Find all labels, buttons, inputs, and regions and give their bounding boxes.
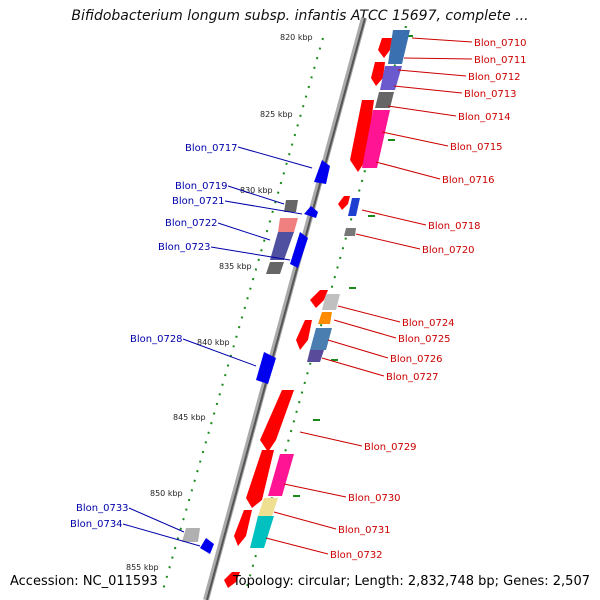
gene-label-0720: Blon_0720: [422, 245, 475, 256]
gene-block: [310, 290, 328, 308]
right-gene-labels: Blon_0710 Blon_0711 Blon_0712 Blon_0713 …: [265, 37, 527, 561]
gene-label-0718: Blon_0718: [428, 221, 481, 232]
gene-label-0732: Blon_0732: [330, 550, 383, 561]
scale-labels: 820 kbp 825 kbp 830 kbp 835 kbp 840 kbp …: [126, 33, 313, 572]
gene-label-0717: Blon_0717: [185, 143, 238, 154]
kbp-label-825: 825 kbp: [260, 110, 293, 119]
kbp-label-845: 845 kbp: [173, 413, 206, 422]
gene-label-0730: Blon_0730: [348, 493, 401, 504]
gene-label-0723: Blon_0723: [158, 242, 211, 253]
gene-block: [290, 232, 308, 268]
gene-block: [224, 572, 240, 588]
left-colored-blocks: [182, 200, 298, 542]
gene-block: [371, 62, 385, 86]
kbp-label-840: 840 kbp: [197, 338, 230, 347]
right-colored-blocks: [250, 30, 410, 548]
gene-block: [338, 196, 350, 210]
gene-block: [260, 390, 294, 452]
topology-text: Topology: circular; Length: 2,832,748 bp…: [232, 574, 590, 589]
gene-label-0719: Blon_0719: [175, 181, 228, 192]
gene-label-0715: Blon_0715: [450, 142, 503, 153]
gene-block: [350, 100, 374, 172]
gene-label-0733: Blon_0733: [76, 503, 129, 514]
gene-label-0725: Blon_0725: [398, 334, 451, 345]
gene-block: [378, 38, 392, 58]
gene-label-0731: Blon_0731: [338, 525, 391, 536]
gene-label-0726: Blon_0726: [390, 354, 443, 365]
accession-text: Accession: NC_011593: [10, 574, 158, 589]
forward-gene-blocks: [224, 38, 392, 588]
gene-block: [256, 352, 276, 384]
gene-block: [304, 206, 318, 218]
map-title: Bifidobacterium longum subsp. infantis A…: [71, 8, 529, 24]
gene-label-0712: Blon_0712: [468, 72, 521, 83]
gene-label-0724: Blon_0724: [402, 318, 455, 329]
kbp-label-830: 830 kbp: [240, 186, 273, 195]
backbone: [203, 17, 367, 600]
gene-label-0729: Blon_0729: [364, 442, 417, 453]
gene-label-0721: Blon_0721: [172, 196, 225, 207]
gene-label-0710: Blon_0710: [474, 38, 527, 49]
gene-label-0734: Blon_0734: [70, 519, 123, 530]
gene-label-0713: Blon_0713: [464, 89, 517, 100]
gene-label-0722: Blon_0722: [165, 218, 218, 229]
gene-block: [200, 538, 214, 554]
gene-block: [234, 510, 252, 546]
gene-block: [246, 450, 274, 508]
gene-label-0727: Blon_0727: [386, 372, 439, 383]
reverse-gene-blocks: [200, 160, 330, 554]
gene-label-0716: Blon_0716: [442, 175, 495, 186]
gene-block: [314, 160, 330, 184]
gene-label-0728: Blon_0728: [130, 334, 183, 345]
kbp-label-855: 855 kbp: [126, 563, 159, 572]
left-gene-labels: Blon_0717 Blon_0719 Blon_0721 Blon_0722 …: [70, 143, 313, 547]
major-ticks: [293, 35, 413, 497]
kbp-label-835: 835 kbp: [219, 262, 252, 271]
kbp-label-850: 850 kbp: [150, 489, 183, 498]
kbp-label-820: 820 kbp: [280, 33, 313, 42]
gene-block: [296, 320, 312, 350]
gene-label-0714: Blon_0714: [458, 112, 511, 123]
gene-label-0711: Blon_0711: [474, 55, 527, 66]
